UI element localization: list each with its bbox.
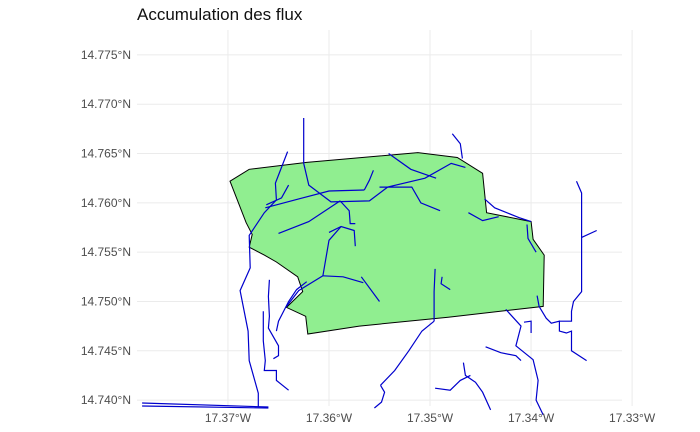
x-tick-label: 17.36°W: [306, 411, 353, 425]
stream-segment: [328, 225, 356, 247]
stream-segment: [523, 320, 532, 333]
stream-segment: [526, 224, 537, 253]
stream-segment: [559, 180, 583, 322]
y-tick-label: 14.740°N: [81, 393, 131, 407]
y-axis-ticks: 14.740°N 14.745°N 14.750°N 14.755°N 14.760°N…: [81, 48, 131, 407]
stream-segment: [536, 295, 587, 362]
stream-segment: [468, 212, 499, 222]
stream-segment: [275, 281, 308, 332]
y-tick-label: 14.775°N: [81, 48, 131, 62]
stream-segment: [462, 362, 492, 411]
stream-segment: [266, 184, 290, 206]
stream-segment: [380, 320, 435, 386]
stream-segment: [363, 170, 374, 191]
stream-segment: [581, 229, 597, 238]
chart-title: Accumulation des flux: [137, 5, 303, 24]
stream-segment: [440, 276, 451, 291]
y-tick-label: 14.765°N: [81, 147, 131, 161]
y-tick-label: 14.745°N: [81, 344, 131, 358]
x-tick-label: 17.34°W: [508, 411, 555, 425]
stream-segment: [451, 133, 463, 159]
stream-segment: [433, 268, 436, 322]
x-tick-label: 17.37°W: [205, 411, 252, 425]
stream-segment: [267, 279, 280, 360]
stream-segment: [142, 405, 269, 409]
stream-segment: [388, 153, 437, 179]
x-tick-label: 17.35°W: [407, 411, 454, 425]
stream-segment: [360, 276, 380, 302]
catchment-layer: [229, 152, 545, 335]
stream-segment: [339, 200, 356, 225]
y-tick-label: 14.750°N: [81, 294, 131, 308]
stream-segment: [265, 189, 365, 209]
stream-segment: [484, 198, 532, 223]
stream-segment: [322, 275, 364, 284]
y-tick-label: 14.755°N: [81, 245, 131, 259]
stream-segment: [379, 186, 441, 212]
stream-segment: [278, 200, 341, 234]
stream-segment: [303, 118, 466, 203]
x-tick-label: 17.33°W: [609, 411, 656, 425]
stream-segment: [485, 346, 522, 362]
stream-segment: [262, 311, 289, 391]
y-tick-label: 14.770°N: [81, 97, 131, 111]
stream-segment: [142, 402, 269, 408]
stream-segment: [505, 308, 544, 416]
y-tick-label: 14.760°N: [81, 196, 131, 210]
stream-network: [142, 118, 597, 416]
stream-segment: [239, 151, 289, 407]
x-axis-ticks: 17.37°W 17.36°W 17.35°W 17.34°W 17.33°W: [205, 411, 656, 425]
catchment-polygon: [229, 152, 545, 335]
stream-segment: [374, 384, 386, 409]
stream-segment: [435, 374, 471, 391]
